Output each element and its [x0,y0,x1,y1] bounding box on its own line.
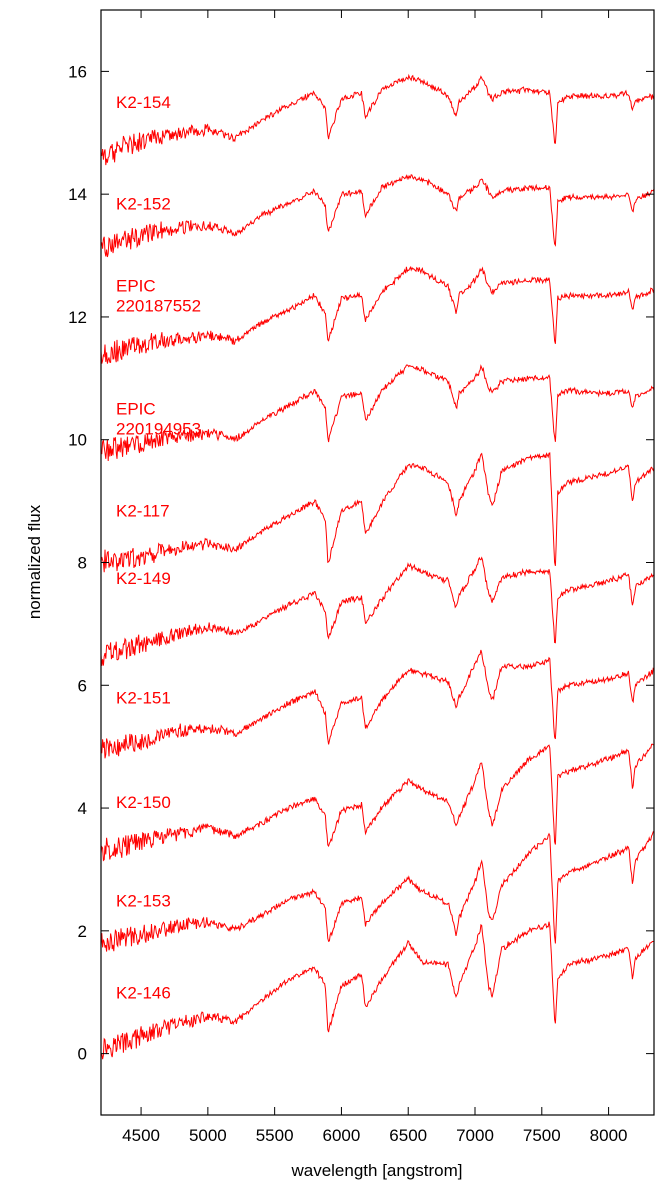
x-axis-title: wavelength [angstrom] [290,1161,462,1180]
series-layer [100,73,655,1060]
series-label-k2-149: K2-149 [116,569,171,588]
y-tick-label: 10 [68,431,87,450]
series-label-line: 220187552 [116,297,201,316]
x-tick-label: 6500 [389,1126,427,1145]
series-line-k2-153 [100,831,655,952]
x-tick-label: 8000 [590,1126,628,1145]
y-tick-label: 0 [78,1045,87,1064]
y-tick-label: 12 [68,308,87,327]
series-label-line: K2-153 [116,891,171,910]
y-tick-label: 2 [78,922,87,941]
y-axis-title: normalized flux [25,504,44,619]
series-line-k2-149 [100,556,655,666]
x-tick-label: 5500 [256,1126,294,1145]
series-label-line: K2-151 [116,689,171,708]
series-label-k2-151: K2-151 [116,689,171,708]
series-line-k2-151 [100,649,655,759]
series-label-epic-220194953: EPIC 220194953 [116,399,201,438]
series-label-k2-117: K2-117 [116,502,170,521]
series-label-line: K2-117 [116,502,170,521]
y-tick-label: 8 [78,554,87,573]
series-line-k2-117 [100,452,655,573]
tick-layer: 4500 5000 5500 6000 6500 7000 7500 8000 0 2 4 6 8 10 1… [68,10,654,1145]
x-tick-label: 7500 [523,1126,561,1145]
x-tick-label: 7000 [456,1126,494,1145]
y-tick-label: 6 [78,676,87,695]
series-label-line: EPIC [116,277,156,296]
series-line-k2-154 [100,73,655,166]
series-label-line: EPIC [116,399,156,418]
x-tick-label: 6000 [323,1126,361,1145]
series-line-k2-152 [100,174,655,258]
series-label-k2-154: K2-154 [116,93,171,112]
series-label-k2-146: K2-146 [116,983,171,1002]
series-label-k2-153: K2-153 [116,891,171,910]
x-tick-label: 5000 [189,1126,227,1145]
series-label-line: K2-146 [116,983,171,1002]
series-line-k2-146 [100,921,655,1060]
y-tick-label: 4 [78,799,87,818]
series-line-epic-220187552 [100,265,655,364]
y-tick-label: 14 [68,185,87,204]
series-label-line: K2-150 [116,793,171,812]
series-label-line: K2-152 [116,195,171,214]
series-label-k2-152: K2-152 [116,195,171,214]
series-label-line: K2-149 [116,569,171,588]
series-line-epic-220194953 [100,364,655,462]
series-label-layer: K2-146 K2-153 K2-150 K2-151 K2-149 K2-117 EPIC… [116,93,201,1002]
series-label-k2-150: K2-150 [116,793,171,812]
series-label-epic-220187552: EPIC 220187552 [116,277,201,316]
x-tick-label: 4500 [122,1126,160,1145]
series-line-k2-150 [100,743,655,862]
y-tick-label: 16 [68,62,87,81]
plot-frame [100,9,655,1116]
series-label-line: 220194953 [116,419,201,438]
series-label-line: K2-154 [116,93,171,112]
